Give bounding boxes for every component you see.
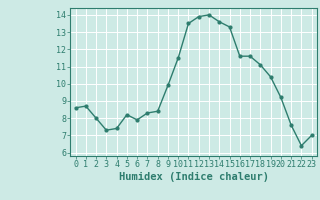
X-axis label: Humidex (Indice chaleur): Humidex (Indice chaleur)	[119, 172, 268, 182]
